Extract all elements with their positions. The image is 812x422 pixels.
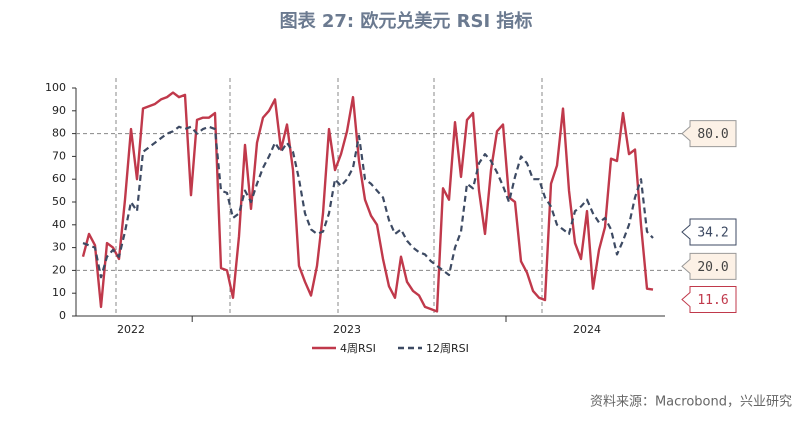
y-tick-label: 30	[52, 241, 66, 254]
source: 资料来源：Macrobond，兴业研究	[590, 395, 792, 410]
y-tick-label: 20	[52, 263, 66, 276]
callout-box	[681, 286, 737, 314]
chart-title: 图表 27: 欧元兑美元 RSI 指标	[280, 10, 533, 32]
y-tick-label: 100	[45, 81, 66, 94]
series-line	[82, 125, 654, 279]
series-line	[81, 91, 654, 313]
y-tick-label: 50	[52, 195, 66, 208]
x-tick-label: 2024	[573, 323, 601, 336]
callout-label: 20.0	[697, 260, 728, 275]
x-tick-label: 2022	[117, 323, 145, 336]
y-tick-label: 10	[52, 286, 66, 299]
y-tick-label: 90	[52, 104, 66, 117]
callout-label: 11.6	[697, 293, 728, 308]
y-tick-label: 70	[52, 149, 66, 162]
legend-label: 12周RSI	[426, 342, 469, 355]
y-tick-label: 80	[52, 127, 66, 140]
legend-label: 4周RSI	[340, 342, 376, 355]
callout-box	[681, 218, 737, 246]
y-tick-label: 40	[52, 218, 66, 231]
y-tick-label: 60	[52, 172, 66, 185]
y-tick-label: 0	[59, 309, 66, 322]
callout-box	[681, 120, 737, 148]
callout-label: 80.0	[697, 127, 728, 142]
callout-box	[681, 252, 737, 280]
callout-label: 34.2	[697, 226, 728, 241]
x-tick-label: 2023	[333, 323, 361, 336]
